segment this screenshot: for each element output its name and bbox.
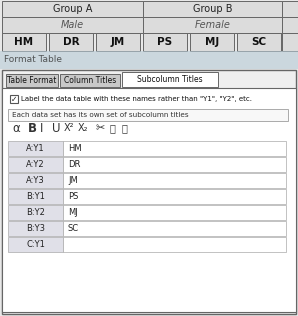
Text: MJ: MJ [68, 208, 78, 217]
Bar [2, 17, 143, 33]
Text: PS: PS [157, 37, 173, 47]
Bar [49, 33, 93, 51]
Text: B:Y2: B:Y2 [26, 208, 45, 217]
Bar [8, 221, 63, 236]
Text: SC: SC [252, 37, 267, 47]
Bar [143, 33, 187, 51]
Bar [2, 88, 296, 312]
Bar [8, 109, 288, 121]
Text: Table Format: Table Format [7, 76, 57, 85]
Text: HM: HM [14, 37, 34, 47]
Bar [63, 141, 286, 156]
Text: Group B: Group B [193, 4, 232, 14]
Text: Label the data table with these names rather than "Y1", "Y2", etc.: Label the data table with these names ra… [21, 96, 252, 102]
Bar [122, 72, 218, 87]
Text: Subcolumn Titles: Subcolumn Titles [137, 75, 203, 84]
Bar [282, 17, 298, 33]
Text: JM: JM [68, 176, 78, 185]
Text: Column Titles: Column Titles [64, 76, 116, 85]
Bar [8, 173, 63, 188]
Text: U: U [52, 121, 60, 135]
Text: Format Table: Format Table [4, 56, 62, 64]
Bar [63, 189, 286, 204]
Bar [10, 95, 18, 103]
Text: 📋: 📋 [110, 123, 116, 133]
Bar [60, 74, 120, 87]
Text: I: I [40, 121, 44, 135]
Text: C:Y1: C:Y1 [26, 240, 45, 249]
Text: X₂: X₂ [78, 123, 89, 133]
Text: PS: PS [68, 192, 78, 201]
Bar [63, 173, 286, 188]
Text: A:Y3: A:Y3 [26, 176, 45, 185]
Bar [2, 1, 143, 17]
Text: DR: DR [68, 160, 80, 169]
Text: Group A: Group A [53, 4, 92, 14]
Bar [8, 141, 63, 156]
Bar [143, 1, 282, 17]
Text: Female: Female [195, 20, 230, 30]
Bar [63, 205, 286, 220]
Bar [2, 33, 46, 51]
Text: SC: SC [68, 224, 79, 233]
Text: B:Y3: B:Y3 [26, 224, 45, 233]
Text: MJ: MJ [205, 37, 219, 47]
Bar [63, 157, 286, 172]
Text: A:Y2: A:Y2 [26, 160, 45, 169]
Bar [190, 33, 234, 51]
Text: HM: HM [68, 144, 82, 153]
Bar [237, 33, 281, 51]
Text: X²: X² [64, 123, 74, 133]
Bar [8, 189, 63, 204]
Text: B: B [28, 121, 37, 135]
Text: DR: DR [63, 37, 79, 47]
Bar [63, 221, 286, 236]
Text: ✓: ✓ [11, 94, 17, 104]
Text: Male: Male [61, 20, 84, 30]
Bar [282, 1, 298, 17]
Text: Each data set has its own set of subcolumn titles: Each data set has its own set of subcolu… [12, 112, 189, 118]
Text: 📄: 📄 [122, 123, 128, 133]
Bar [282, 33, 298, 51]
Bar [143, 17, 282, 33]
Bar [63, 237, 286, 252]
Text: ✂: ✂ [96, 123, 105, 133]
Bar [96, 33, 140, 51]
Bar [8, 205, 63, 220]
Text: JM: JM [111, 37, 125, 47]
Bar [8, 157, 63, 172]
Text: B:Y1: B:Y1 [26, 192, 45, 201]
Text: A:Y1: A:Y1 [26, 144, 45, 153]
Bar [2, 70, 296, 314]
Bar [0, 51, 298, 69]
Text: α: α [12, 121, 20, 135]
Bar [8, 237, 63, 252]
Bar [6, 74, 58, 87]
